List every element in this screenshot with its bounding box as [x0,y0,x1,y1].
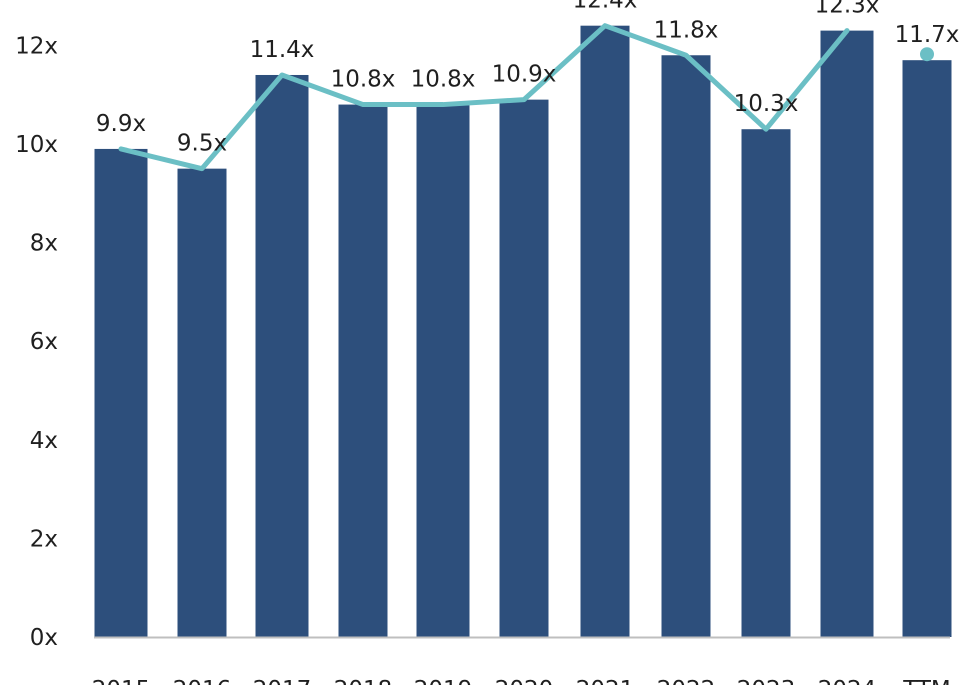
x-tick-label: 2019 [414,677,473,685]
bar-ttm [902,60,952,637]
y-tick-label: 10x [15,132,58,158]
x-tick-label: 2020 [495,677,554,685]
data-label-2016: 9.5x [177,131,227,157]
bar-2020 [499,99,549,637]
x-tick-label: 2017 [253,677,312,685]
bar-2021 [580,25,630,638]
x-tick-label: 2015 [92,677,151,685]
x-tick-label: 2023 [737,677,796,685]
data-label-2021: 12.4x [573,0,638,14]
bar-2023 [741,129,791,637]
bar-2015 [94,148,148,637]
line-point-ttm [920,47,934,62]
bar-2018 [338,104,388,637]
data-label-2020: 10.9x [492,62,557,88]
x-tick-label: 2024 [818,677,877,685]
data-label-ttm: 11.7x [895,22,960,48]
y-tick-label: 4x [30,428,58,454]
y-tick-label: 0x [30,625,58,651]
y-tick-label: 2x [30,526,58,552]
data-label-2024: 12.3x [815,0,880,19]
data-label-2023: 10.3x [734,91,799,117]
bar-2017 [255,74,309,638]
bar-2019 [416,104,470,637]
data-label-2018: 10.8x [331,67,396,93]
y-tick-label: 6x [30,329,58,355]
x-tick-label: 2016 [173,677,232,685]
y-tick-label: 12x [15,33,58,59]
bar-2022 [661,55,711,637]
x-tick-label: 2021 [576,677,635,685]
data-label-2017: 11.4x [250,37,315,63]
bar-2024 [820,30,874,638]
x-tick-label: 2018 [334,677,393,685]
bar-2016 [177,168,227,637]
data-label-2015: 9.9x [96,111,146,137]
series-line [118,23,850,172]
x-tick-label: TTM [902,677,951,685]
y-tick-label: 8x [30,231,58,257]
data-label-2022: 11.8x [654,17,719,43]
x-tick-label: 2022 [657,677,716,685]
data-label-2019: 10.8x [411,67,476,93]
